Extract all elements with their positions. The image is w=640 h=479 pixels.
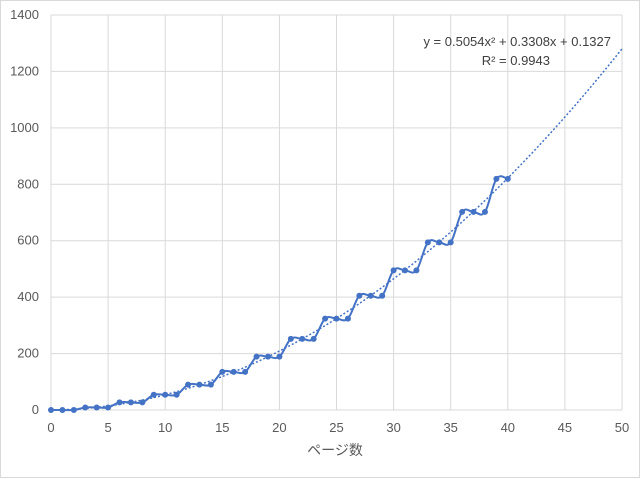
x-tick-label: 40 xyxy=(501,420,515,435)
y-tick-label: 400 xyxy=(17,289,39,304)
data-point xyxy=(436,239,443,246)
y-tick-label: 1400 xyxy=(10,7,39,22)
data-point xyxy=(333,315,340,322)
data-point xyxy=(504,175,511,182)
trendline-r2: R² = 0.9943 xyxy=(482,53,550,68)
x-tick-label: 35 xyxy=(443,420,457,435)
data-point xyxy=(70,407,77,413)
data-point xyxy=(139,399,146,406)
data-point xyxy=(59,407,66,413)
data-point xyxy=(402,267,409,274)
data-point xyxy=(48,407,54,413)
x-tick-label: 15 xyxy=(215,420,229,435)
y-tick-label: 1200 xyxy=(10,63,39,78)
data-point xyxy=(481,208,488,215)
y-tick-label: 0 xyxy=(32,402,39,417)
x-tick-label: 10 xyxy=(158,420,172,435)
data-point xyxy=(196,381,203,388)
data-point xyxy=(127,399,134,406)
y-tick-label: 200 xyxy=(17,346,39,361)
trendline-equation: y = 0.5054x² + 0.3308x + 0.1327 xyxy=(423,34,611,49)
x-tick-label: 5 xyxy=(104,420,111,435)
data-point xyxy=(82,404,89,411)
data-point xyxy=(173,391,180,398)
data-point xyxy=(413,267,420,274)
data-point xyxy=(230,368,237,375)
x-axis-title: ページ数 xyxy=(307,443,363,459)
data-point xyxy=(310,335,317,342)
data-point xyxy=(105,404,112,411)
x-tick-label: 0 xyxy=(47,420,54,435)
data-point xyxy=(493,175,500,182)
x-tick-label: 45 xyxy=(558,420,572,435)
x-tick-label: 50 xyxy=(615,420,629,435)
data-point xyxy=(116,399,123,406)
data-point xyxy=(344,315,351,322)
y-tick-label: 600 xyxy=(17,233,39,248)
data-point xyxy=(162,391,169,398)
data-point xyxy=(379,292,386,299)
trendline xyxy=(50,48,623,411)
x-tick-label: 20 xyxy=(272,420,286,435)
data-point xyxy=(253,353,260,360)
data-point xyxy=(299,335,306,342)
data-point xyxy=(219,368,226,375)
data-point xyxy=(390,267,397,274)
data-point xyxy=(367,292,374,299)
data-point xyxy=(470,208,477,215)
y-tick-label: 1000 xyxy=(10,120,39,135)
data-point xyxy=(93,404,100,411)
data-point xyxy=(264,353,271,360)
data-point xyxy=(207,381,214,388)
data-point xyxy=(459,208,466,215)
data-point xyxy=(424,239,431,246)
data-point xyxy=(322,315,329,322)
data-point xyxy=(185,381,192,388)
data-point xyxy=(242,368,249,375)
data-point xyxy=(276,353,283,360)
tick-labels: 0 200 400 600 800 1000 1200 1400 0 5 10 15 20 25 30 35 4… xyxy=(10,7,629,435)
x-tick-label: 30 xyxy=(386,420,400,435)
data-point xyxy=(356,292,363,299)
y-tick-label: 800 xyxy=(17,176,39,191)
data-point xyxy=(150,391,157,398)
grid-layer xyxy=(50,14,623,411)
data-points xyxy=(48,175,511,413)
data-point xyxy=(287,335,294,342)
x-tick-label: 25 xyxy=(329,420,343,435)
data-point xyxy=(447,239,454,246)
